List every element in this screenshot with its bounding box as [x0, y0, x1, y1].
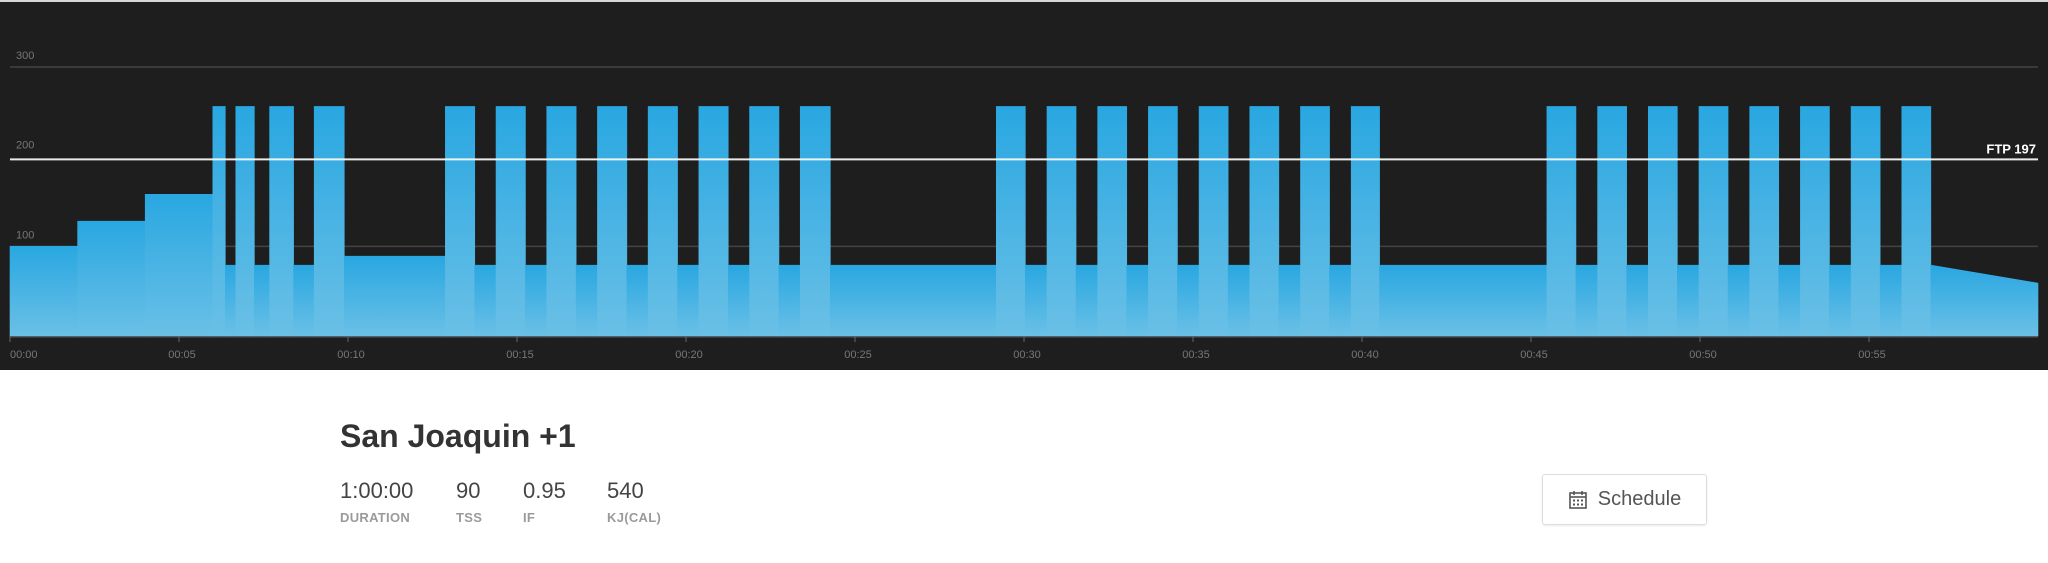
y-tick-label: 200	[16, 140, 34, 152]
stat-value: 0.95	[523, 478, 566, 503]
workout-segment	[269, 106, 294, 337]
workout-segment	[1227, 264, 1251, 337]
workout-segment	[1350, 106, 1380, 337]
workout-segment	[1198, 106, 1229, 337]
workout-segment	[597, 106, 628, 337]
workout-segment	[1879, 264, 1903, 337]
workout-segment	[9, 246, 78, 337]
stat-label: KJ(CAL)	[607, 510, 662, 525]
workout-segment	[1249, 106, 1280, 337]
workout-segment	[799, 106, 831, 337]
workout-segment	[1097, 106, 1128, 337]
y-tick-label: 100	[16, 229, 34, 241]
workout-title: San Joaquin +1	[340, 418, 576, 454]
workout-segment	[1829, 264, 1852, 337]
x-tick-label: 00:35	[1182, 349, 1210, 361]
workout-segment	[698, 106, 729, 337]
workout-segment	[626, 264, 649, 337]
stat-value: 1:00:00	[340, 478, 414, 503]
workout-segment	[1778, 264, 1801, 337]
stat-kj: 540 KJ(CAL)	[607, 478, 661, 525]
workout-segment	[647, 106, 678, 337]
workout-segment	[1749, 106, 1780, 337]
workout-segment	[1626, 264, 1649, 337]
ftp-label: FTP 197	[1986, 141, 2036, 156]
workout-segment	[749, 106, 780, 337]
workout-segment	[343, 255, 446, 337]
power-profile-chart: 100 200 300 FTP 197 00:00 00:05 00:10 00:15 00…	[9, 50, 2039, 361]
x-tick-label: 00:30	[1013, 349, 1041, 361]
x-tick-label: 00:40	[1351, 349, 1379, 361]
workout-segment	[495, 106, 526, 337]
x-tick-label: 00:20	[675, 349, 703, 361]
workout-segment	[445, 106, 476, 337]
y-tick-label: 300	[16, 50, 34, 62]
workout-segment	[1278, 264, 1301, 337]
workout-segment	[1025, 264, 1048, 337]
workout-segment	[474, 264, 497, 337]
schedule-button[interactable]: Schedule	[1542, 474, 1707, 525]
workout-segment	[995, 106, 1026, 337]
workout-segment	[727, 264, 750, 337]
workout-segment	[1727, 264, 1750, 337]
x-tick-label: 00:00	[10, 349, 38, 361]
workout-segment	[77, 220, 146, 337]
workout-segment	[1379, 264, 1548, 337]
workout-segment	[1329, 264, 1352, 337]
workout-segment	[1647, 106, 1678, 337]
x-tick-label: 00:50	[1689, 349, 1717, 361]
workout-segment	[254, 264, 270, 337]
x-tick-label: 00:15	[506, 349, 534, 361]
workout-segment	[830, 264, 997, 337]
workout-segment	[1930, 264, 2039, 337]
workout-segment	[1698, 106, 1729, 337]
stat-value: 540	[607, 478, 644, 503]
workout-segment	[1850, 106, 1881, 337]
x-tick-label: 00:25	[844, 349, 872, 361]
stat-label: TSS	[456, 510, 483, 525]
workout-segment	[546, 106, 577, 337]
workout-segment	[225, 264, 237, 337]
x-tick-label: 00:45	[1520, 349, 1548, 361]
workout-segment	[1546, 106, 1577, 337]
schedule-label: Schedule	[1597, 488, 1682, 510]
x-tick-label: 00:10	[337, 349, 365, 361]
calendar-icon	[1568, 490, 1587, 509]
workout-segment	[1177, 264, 1200, 337]
workout-segment	[525, 264, 548, 337]
x-tick-label: 00:05	[168, 349, 196, 361]
stat-if: 0.95 IF	[523, 478, 566, 525]
workout-segment	[1575, 264, 1598, 337]
x-tick-label: 00:55	[1858, 349, 1886, 361]
stat-tss: 90 TSS	[456, 478, 482, 525]
workout-segment	[1300, 106, 1330, 337]
workout-segment	[677, 264, 700, 337]
workout-chart: 100 200 300 FTP 197 00:00 00:05 00:10 00:15 00…	[0, 0, 2048, 370]
workout-segment	[1075, 264, 1098, 337]
workout-segment	[1597, 106, 1627, 337]
workout-segment	[293, 264, 315, 337]
workout-segment	[1148, 106, 1178, 337]
workout-segment	[1800, 106, 1830, 337]
workout-segment	[212, 106, 226, 337]
stat-duration: 1:00:00 DURATION	[340, 478, 413, 525]
workout-segment	[144, 194, 214, 337]
workout-segment	[313, 106, 345, 337]
workout-segment	[778, 264, 801, 337]
workout-segment	[1677, 264, 1700, 337]
workout-segment	[235, 106, 255, 337]
stat-label: IF	[523, 510, 536, 525]
stat-label: DURATION	[340, 510, 411, 525]
workout-segment	[1126, 264, 1149, 337]
workout-segment	[575, 264, 598, 337]
workout-segment	[1901, 106, 1932, 337]
workout-segment	[1046, 106, 1077, 337]
stat-value: 90	[456, 478, 481, 503]
